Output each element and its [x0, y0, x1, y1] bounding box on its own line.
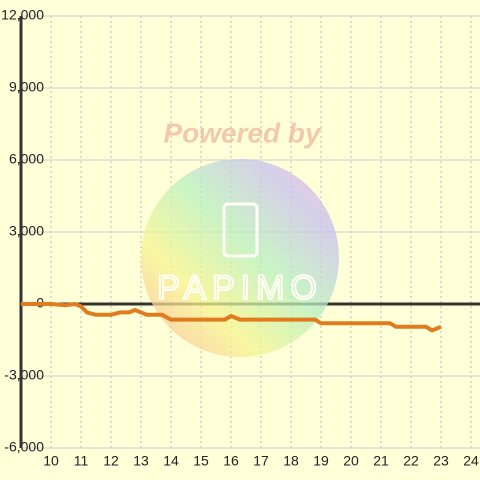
logo-text: PAPIMO — [157, 269, 323, 307]
x-tick-label: 21 — [373, 453, 389, 469]
x-tick-label: 10 — [43, 453, 59, 469]
x-tick-label: 17 — [253, 453, 269, 469]
x-tick-label: 23 — [433, 453, 449, 469]
x-tick-label: 15 — [193, 453, 209, 469]
y-tick-label: -6,000 — [4, 439, 44, 455]
x-tick-label: 19 — [313, 453, 329, 469]
x-tick-label: 11 — [74, 453, 89, 469]
y-tick-label: 12,000 — [1, 7, 44, 23]
y-tick-label: -3,000 — [4, 367, 44, 383]
y-tick-label: 6,000 — [9, 151, 44, 167]
logo-icon — [222, 202, 259, 258]
watermark-text: Powered by — [163, 117, 322, 148]
x-tick-label: 13 — [133, 453, 149, 469]
x-tick-label: 16 — [223, 453, 239, 469]
x-tick-label: 20 — [343, 453, 359, 469]
x-tick-label: 14 — [163, 453, 179, 469]
watermark: Powered by PAPIMO — [141, 117, 339, 357]
plot: 10 11 12 13 14 15 16 17 18 19 20 21 22 23 24 -6,000 -3,0… — [1, 7, 479, 469]
x-tick-label: 18 — [283, 453, 299, 469]
x-tick-label: 24 — [463, 453, 479, 469]
y-tick-label: 9,000 — [9, 79, 44, 95]
y-tick-label: 3,000 — [9, 223, 44, 239]
logo-circle — [141, 159, 339, 357]
line-series — [21, 302, 442, 333]
x-tick-label: 22 — [403, 453, 419, 469]
x-tick-label: 12 — [103, 453, 119, 469]
